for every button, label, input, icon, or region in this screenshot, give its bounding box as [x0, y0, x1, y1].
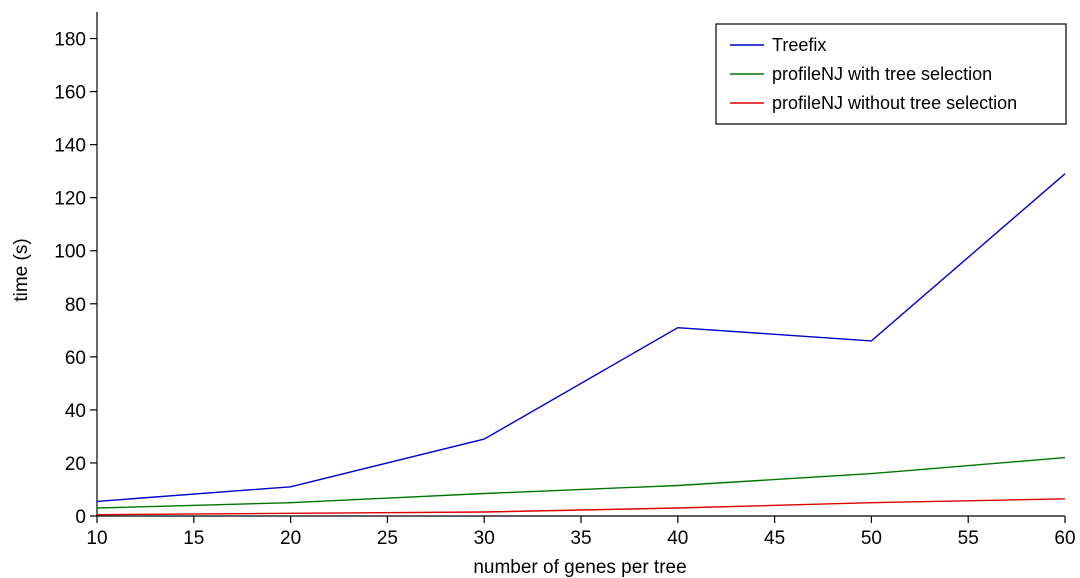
y-tick-label: 20: [65, 454, 86, 475]
y-tick-label: 100: [54, 242, 86, 263]
x-tick-label: 30: [474, 528, 495, 549]
y-tick-label: 120: [54, 189, 86, 210]
y-tick-label: 0: [75, 507, 86, 528]
series-layer: [96, 173, 1066, 516]
legend-label-3: profileNJ without tree selection: [772, 93, 1017, 113]
x-tick-label: 35: [570, 528, 591, 549]
y-tick-label: 60: [65, 348, 86, 369]
y-axis-label: time (s): [11, 238, 32, 301]
legend-items: Treefix profileNJ with tree selection prof…: [730, 35, 1017, 113]
x-tick-label: 20: [280, 528, 301, 549]
legend: Treefix profileNJ with tree selection prof…: [715, 23, 1067, 125]
legend-box: [715, 23, 1067, 125]
x-tick-label: 40: [667, 528, 688, 549]
y-tick-label: 40: [65, 401, 86, 422]
y-tick-label: 160: [54, 83, 86, 104]
x-tick-label: 10: [86, 528, 107, 549]
series-line-1: [96, 173, 1066, 503]
y-tick-label: 140: [54, 136, 86, 157]
axes: 0 20 40 60 80 100 120 140 160 180 10 15 20 25 30 35 40 45…: [54, 12, 1076, 549]
series-line-3: [96, 498, 1066, 516]
legend-label-2: profileNJ with tree selection: [772, 64, 992, 84]
x-tick-label: 50: [861, 528, 882, 549]
y-tick-label: 180: [54, 30, 86, 51]
x-tick-label: 15: [183, 528, 204, 549]
series-line-2: [96, 456, 1066, 509]
x-tick-label: 55: [958, 528, 979, 549]
legend-label-1: Treefix: [772, 35, 826, 55]
x-tick-label: 60: [1054, 528, 1075, 549]
y-tick-label: 80: [65, 295, 86, 316]
x-tick-label: 25: [377, 528, 398, 549]
x-tick-label: 45: [764, 528, 785, 549]
x-axis-label: number of genes per tree: [473, 557, 686, 578]
